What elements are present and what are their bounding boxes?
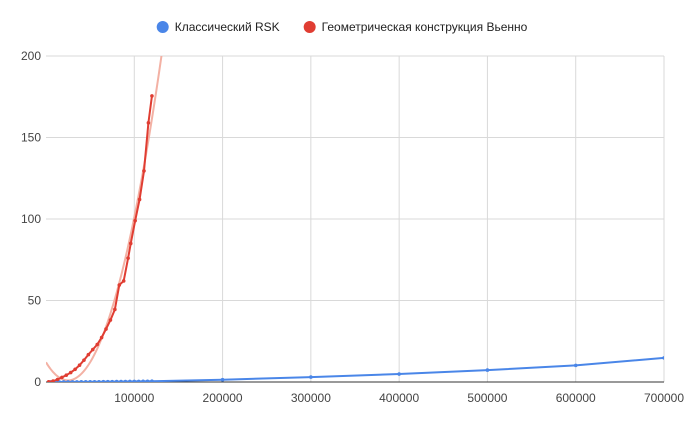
data-point-geometric (133, 218, 137, 223)
data-point-rsk (70, 380, 75, 382)
data-point-rsk (136, 379, 141, 382)
plot-area (46, 56, 664, 382)
data-point-rsk (141, 379, 145, 382)
data-point-geometric (104, 327, 108, 331)
data-point-rsk (662, 356, 664, 360)
data-point-rsk (66, 380, 70, 382)
data-point-rsk (573, 363, 578, 368)
data-point-geometric (150, 94, 154, 98)
data-point-geometric (128, 241, 133, 246)
data-point-geometric (142, 169, 146, 173)
data-point-rsk (75, 380, 79, 382)
data-point-rsk (61, 380, 66, 382)
x-tick-label: 300000 (291, 391, 331, 405)
series-line-rsk (50, 356, 664, 382)
data-point-rsk (97, 379, 101, 382)
data-point-rsk (123, 379, 128, 382)
y-tick-label: 100 (21, 212, 41, 226)
data-point-geometric (86, 352, 91, 357)
legend-marker-geometric (303, 21, 316, 33)
data-point-rsk (110, 379, 115, 382)
data-point-rsk (83, 380, 88, 382)
legend-marker-rsk (156, 21, 169, 33)
data-point-geometric (126, 256, 130, 260)
y-tick-label: 0 (34, 375, 41, 389)
data-point-geometric (108, 318, 113, 322)
data-point-geometric (60, 375, 64, 380)
data-point-geometric (46, 380, 51, 382)
data-point-rsk (101, 379, 106, 382)
data-point-rsk (220, 377, 225, 382)
data-point-geometric (117, 283, 122, 287)
x-tick-label: 700000 (644, 391, 684, 405)
data-point-rsk (119, 379, 123, 382)
data-point-rsk (92, 379, 97, 382)
trendline-geometric (46, 56, 163, 382)
y-tick-label: 200 (21, 49, 41, 63)
data-point-geometric (55, 377, 60, 382)
data-point-geometric (73, 367, 77, 372)
legend-item-rsk: Классический RSK (156, 20, 280, 34)
legend-item-geometric: Геометрическая конструкция Вьенно (303, 20, 528, 34)
x-tick-label: 200000 (203, 391, 243, 405)
data-point-geometric (82, 358, 86, 362)
data-point-geometric (77, 363, 82, 368)
data-point-rsk (106, 379, 110, 382)
data-point-geometric (64, 373, 69, 377)
data-point-geometric (121, 279, 126, 283)
x-tick-label: 400000 (379, 391, 419, 405)
x-tick-label: 100000 (114, 391, 154, 405)
legend-label-geometric: Геометрическая конструкция Вьенно (322, 20, 528, 34)
y-tick-label: 50 (28, 294, 42, 308)
data-point-rsk (79, 380, 84, 382)
data-point-geometric (90, 347, 95, 352)
data-point-rsk (485, 368, 490, 372)
data-point-geometric (137, 197, 142, 202)
data-point-rsk (145, 379, 150, 382)
data-point-geometric (68, 370, 73, 375)
data-point-geometric (95, 342, 100, 347)
data-point-rsk (397, 372, 401, 376)
data-point-geometric (113, 307, 117, 312)
data-point-geometric (51, 379, 55, 382)
y-tick-label: 150 (21, 131, 41, 145)
data-point-rsk (88, 380, 92, 382)
data-point-rsk (128, 379, 132, 382)
data-point-geometric (146, 121, 151, 125)
data-point-rsk (114, 379, 119, 382)
x-tick-label: 600000 (556, 391, 596, 405)
series-line-geometric (48, 95, 153, 382)
data-point-rsk (132, 379, 137, 382)
x-tick-label: 500000 (467, 391, 507, 405)
data-point-geometric (99, 335, 104, 340)
data-point-rsk (309, 375, 313, 379)
legend-label-rsk: Классический RSK (175, 20, 280, 34)
data-point-rsk (150, 379, 154, 382)
legend: Классический RSK Геометрическая конструкц… (156, 20, 528, 34)
